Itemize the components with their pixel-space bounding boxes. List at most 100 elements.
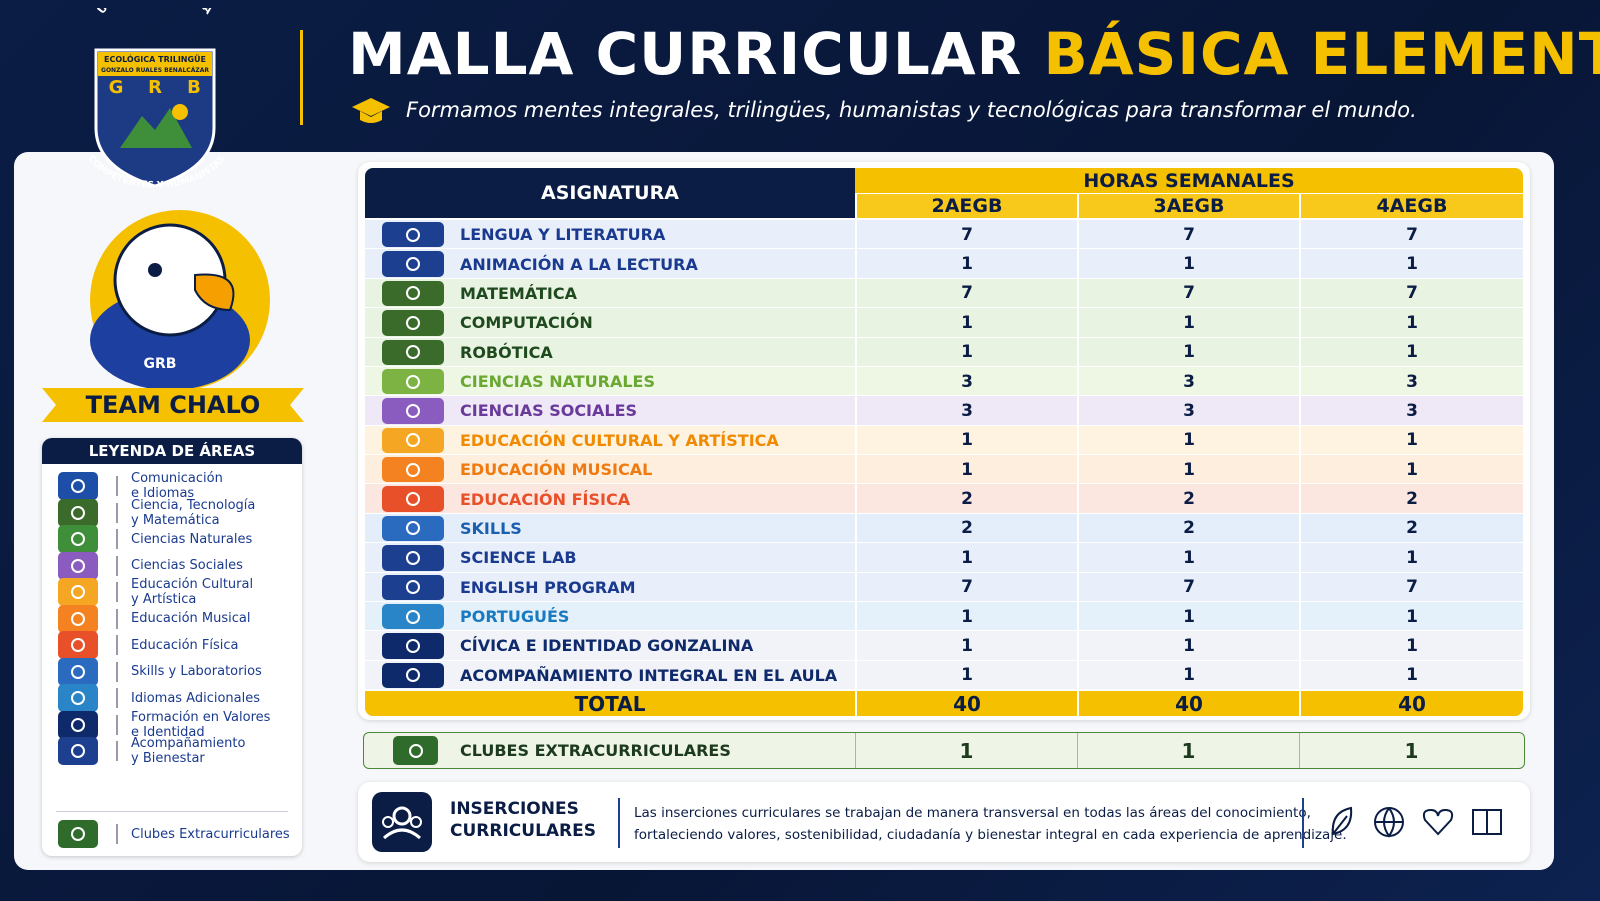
icon-glyph <box>406 609 420 624</box>
hours: 1 <box>855 660 1077 690</box>
hours: 1 <box>855 337 1077 367</box>
icon-glyph <box>406 580 420 595</box>
icon <box>58 684 98 712</box>
hours: 1 <box>1077 308 1299 338</box>
insertions-title: INSERCIONES CURRICULARES <box>450 798 596 842</box>
title: MALLA CURRICULAR BÁSICA ELEMENTAL <box>348 20 1600 88</box>
icon <box>382 662 444 688</box>
row-background <box>365 513 1523 544</box>
row-background <box>365 308 1523 338</box>
icon <box>382 545 444 571</box>
subject: ANIMACIÓN A LA LECTURA <box>460 254 698 274</box>
hours: 2 <box>855 513 1077 544</box>
hours: 1 <box>1299 249 1523 279</box>
hours: 1 <box>855 425 1077 455</box>
legend-line: y Matemática <box>131 512 220 528</box>
hours: 1 <box>1077 601 1299 632</box>
insertions-text-line: Las inserciones curriculares se trabajan… <box>634 805 1311 821</box>
legend-line: Skills y Laboratorios <box>131 664 262 679</box>
legend-label: Idiomas Adicionales <box>131 684 260 712</box>
hours: 1 <box>855 455 1077 485</box>
hours: 3 <box>855 396 1077 426</box>
hours: 7 <box>1299 572 1523 602</box>
column-header: 4AEGB <box>1299 194 1523 218</box>
column-header: 3AEGB <box>1077 194 1299 218</box>
header-hours: HORAS SEMANALES <box>855 168 1523 193</box>
logo-letter: R <box>148 77 162 98</box>
clubs-hours: 1 <box>1077 733 1299 768</box>
subject: MATEMÁTICA <box>460 283 577 303</box>
icon <box>382 486 444 512</box>
row-background <box>365 455 1523 485</box>
title-white: MALLA CURRICULAR <box>348 20 1023 88</box>
logo: UNIDAD EDUCATIVA ECOLÓGICA TRILINGÜE GON… <box>86 8 228 191</box>
legend-line: Comunicación <box>131 471 223 486</box>
banner: TEAM CHALO <box>42 388 304 422</box>
icon <box>382 280 444 307</box>
legend-label: Formación en Valores e Identidad <box>131 710 270 740</box>
row-background <box>365 425 1523 455</box>
row-background <box>365 543 1523 573</box>
icon <box>382 427 444 453</box>
icon <box>382 368 444 395</box>
hours: 1 <box>1299 455 1523 485</box>
row-background <box>365 396 1523 426</box>
subtitle: Formamos mentes integrales, trilingües, … <box>406 98 1417 122</box>
total-hours: 40 <box>1077 691 1299 716</box>
legend-bar <box>116 635 118 655</box>
insertions-title-line: INSERCIONES <box>450 799 579 819</box>
icon <box>382 339 444 365</box>
legend-line: e Idiomas <box>131 486 195 501</box>
subject: ACOMPAÑAMIENTO INTEGRAL EN EL AULA <box>460 665 838 685</box>
hours: 7 <box>1077 572 1299 602</box>
subject: EDUCACIÓN FÍSICA <box>460 489 631 509</box>
divider <box>300 30 303 125</box>
insertions-symbols <box>1331 806 1502 838</box>
legend-bar <box>116 502 118 523</box>
icon-glyph <box>406 521 420 536</box>
subject: SKILLS <box>460 518 522 538</box>
icon <box>382 310 444 336</box>
row-background <box>365 631 1523 661</box>
hours: 1 <box>1077 660 1299 690</box>
row-background <box>365 572 1523 602</box>
hours: 7 <box>1077 278 1299 309</box>
hours: 1 <box>855 601 1077 632</box>
legend: LEYENDA DE ÁREAS Comunicación e Idiomas Ci… <box>42 438 302 856</box>
logo-letter: G <box>109 77 124 98</box>
legend-label: Ciencias Naturales <box>131 525 252 553</box>
cap-icon <box>352 98 390 123</box>
subject: CIENCIAS NATURALES <box>460 372 655 392</box>
legend-bar <box>116 741 118 761</box>
banner-text: TEAM CHALO <box>86 391 261 419</box>
subject: PORTUGUÉS <box>460 607 570 627</box>
icon-glyph <box>71 691 85 705</box>
subject: CÍVICA E IDENTIDAD GONZALINA <box>460 636 754 656</box>
subject: ENGLISH PROGRAM <box>460 577 636 597</box>
icon <box>58 820 98 848</box>
row-background <box>365 484 1523 514</box>
legend-label: Acompañamiento y Bienestar <box>131 736 245 766</box>
icon <box>58 604 98 633</box>
hours: 7 <box>1299 220 1523 250</box>
logo-line1: ECOLÓGICA TRILINGÜE <box>104 53 206 64</box>
insertions-icon <box>372 792 432 852</box>
legend-line: Educación Física <box>131 637 239 653</box>
icon-glyph <box>406 315 420 330</box>
icon <box>58 631 98 659</box>
row-background <box>365 601 1523 632</box>
hours: 1 <box>1299 543 1523 573</box>
icon <box>382 515 444 542</box>
legend-bar <box>116 661 118 682</box>
row-background <box>365 660 1523 690</box>
hours: 2 <box>1299 484 1523 514</box>
hours: 7 <box>855 278 1077 309</box>
hours: 1 <box>855 249 1077 279</box>
hours: 3 <box>1299 396 1523 426</box>
legend-label: Ciencias Sociales <box>131 552 243 580</box>
legend-line: Ciencias Sociales <box>131 558 243 573</box>
icon-glyph <box>406 345 420 360</box>
total-label: TOTAL <box>365 691 855 716</box>
separator <box>1302 798 1304 848</box>
legend-line: Ciencias Naturales <box>131 531 253 547</box>
